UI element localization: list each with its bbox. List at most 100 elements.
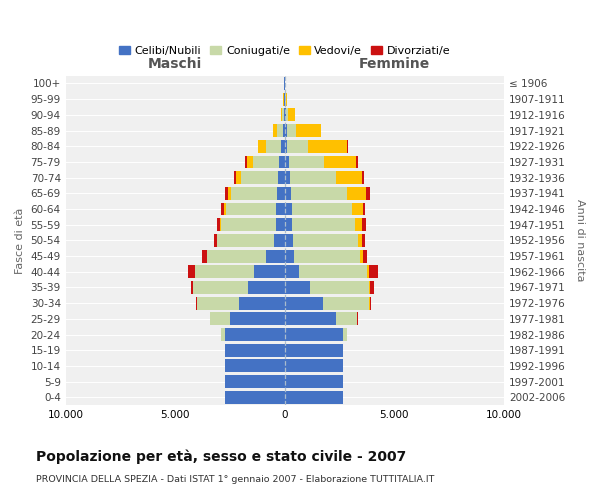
Bar xyxy=(285,266,299,278)
Bar xyxy=(275,218,285,231)
Text: PROVINCIA DELLA SPEZIA - Dati ISTAT 1° gennaio 2007 - Elaborazione TUTTITALIA.IT: PROVINCIA DELLA SPEZIA - Dati ISTAT 1° g… xyxy=(36,475,434,484)
Bar xyxy=(224,344,285,356)
Bar xyxy=(281,108,283,122)
Bar xyxy=(367,266,369,278)
Bar xyxy=(362,218,365,231)
Bar xyxy=(285,296,323,310)
Bar xyxy=(335,171,362,184)
Bar xyxy=(221,202,224,215)
Bar xyxy=(214,234,217,247)
Bar xyxy=(277,187,285,200)
Bar xyxy=(285,124,287,137)
Bar xyxy=(369,266,378,278)
Bar xyxy=(370,296,371,310)
Bar xyxy=(286,92,287,106)
Bar xyxy=(281,140,285,152)
Bar xyxy=(285,375,343,388)
Bar xyxy=(273,124,277,137)
Bar xyxy=(285,250,294,262)
Bar xyxy=(285,171,290,184)
Bar xyxy=(220,218,221,231)
Bar xyxy=(360,250,363,262)
Bar xyxy=(355,218,362,231)
Bar xyxy=(287,124,296,137)
Bar xyxy=(287,108,295,122)
Bar xyxy=(343,328,347,341)
Bar xyxy=(224,360,285,372)
Bar xyxy=(221,328,224,341)
Bar xyxy=(286,108,287,122)
Bar xyxy=(289,156,323,168)
Bar xyxy=(202,250,206,262)
Text: Femmine: Femmine xyxy=(359,57,430,71)
Bar xyxy=(278,171,285,184)
Bar xyxy=(285,202,292,215)
Y-axis label: Anni di nascita: Anni di nascita xyxy=(575,199,585,281)
Bar xyxy=(285,281,310,294)
Bar xyxy=(276,202,285,215)
Bar xyxy=(230,312,285,326)
Bar xyxy=(287,140,308,152)
Bar xyxy=(285,234,293,247)
Bar xyxy=(363,250,367,262)
Bar xyxy=(285,156,289,168)
Bar xyxy=(308,140,347,152)
Bar xyxy=(217,218,220,231)
Bar xyxy=(266,250,285,262)
Bar xyxy=(363,202,365,215)
Legend: Celibi/Nubili, Coniugati/e, Vedovi/e, Divorziati/e: Celibi/Nubili, Coniugati/e, Vedovi/e, Di… xyxy=(115,42,455,60)
Bar xyxy=(285,391,343,404)
Bar xyxy=(323,156,356,168)
Bar xyxy=(290,171,335,184)
Bar xyxy=(283,124,285,137)
Bar xyxy=(323,296,369,310)
Bar xyxy=(245,156,247,168)
Bar xyxy=(285,312,337,326)
Bar xyxy=(227,187,231,200)
Bar xyxy=(285,108,286,122)
Bar xyxy=(254,266,285,278)
Bar xyxy=(224,391,285,404)
Bar xyxy=(258,140,266,152)
Bar xyxy=(236,171,241,184)
Bar xyxy=(193,281,248,294)
Bar xyxy=(291,187,347,200)
Bar xyxy=(239,296,285,310)
Bar xyxy=(352,202,363,215)
Bar xyxy=(285,360,343,372)
Bar xyxy=(247,156,253,168)
Bar xyxy=(347,187,367,200)
Bar xyxy=(277,124,283,137)
Bar xyxy=(337,312,357,326)
Bar xyxy=(294,250,360,262)
Bar xyxy=(284,108,285,122)
Bar xyxy=(191,281,193,294)
Bar xyxy=(195,266,254,278)
Bar xyxy=(224,375,285,388)
Bar xyxy=(299,266,367,278)
Bar xyxy=(210,312,230,326)
Bar xyxy=(369,281,370,294)
Bar xyxy=(217,234,274,247)
Bar xyxy=(253,156,280,168)
Bar xyxy=(367,187,370,200)
Text: Popolazione per età, sesso e stato civile - 2007: Popolazione per età, sesso e stato civil… xyxy=(36,450,406,464)
Bar xyxy=(370,281,374,294)
Bar xyxy=(285,328,343,341)
Bar xyxy=(225,187,227,200)
Bar xyxy=(347,140,348,152)
Bar xyxy=(293,234,358,247)
Bar xyxy=(362,234,365,247)
Bar xyxy=(292,218,355,231)
Bar xyxy=(196,296,197,310)
Bar xyxy=(358,234,362,247)
Bar xyxy=(285,140,287,152)
Bar xyxy=(241,171,278,184)
Bar xyxy=(234,171,236,184)
Bar xyxy=(283,108,284,122)
Bar xyxy=(224,328,285,341)
Bar xyxy=(224,202,226,215)
Bar xyxy=(285,218,292,231)
Bar xyxy=(221,218,275,231)
Bar xyxy=(285,344,343,356)
